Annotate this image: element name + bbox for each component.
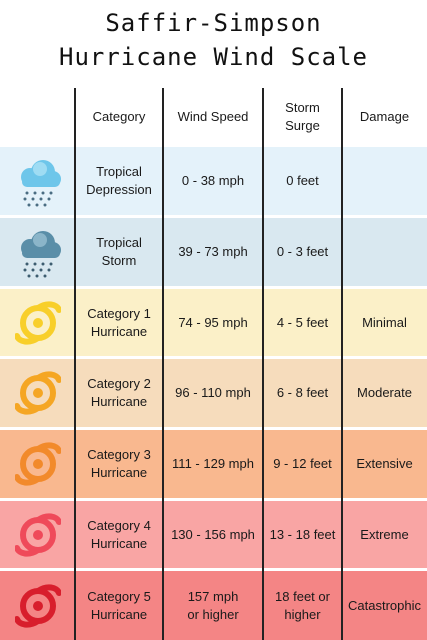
hurricane-orange-icon (0, 430, 75, 498)
storm-surge-cell: 0 - 3 feet (276, 244, 329, 259)
hurricane-yellow-icon (0, 289, 75, 356)
category-cell: Category 1 Hurricane (87, 305, 151, 339)
damage-cell: Minimal (362, 314, 407, 330)
category-cell: Category 3 Hurricane (87, 447, 151, 480)
header-wind-speed: Wind Speed (177, 108, 249, 124)
column-divider (341, 88, 343, 640)
rain-cloud-light-icon (0, 147, 75, 215)
wind-speed-cell: 74 - 95 mph (178, 314, 248, 330)
damage-cell: Moderate (357, 385, 412, 400)
title-line-1: Saffir-Simpson (105, 9, 322, 37)
wind-speed-cell: 0 - 38 mph (181, 173, 245, 188)
category-cell: Tropical Depression (86, 164, 152, 197)
damage-cell (342, 147, 427, 215)
wind-speed-cell: 130 - 156 mph (171, 526, 255, 542)
column-divider (74, 88, 76, 640)
storm-surge-cell: 18 feet or higher (275, 588, 330, 622)
wind-speed-cell: 96 - 110 mph (175, 385, 251, 400)
column-divider (162, 88, 164, 640)
damage-cell: Catastrophic (348, 597, 421, 613)
title-line-2: Hurricane Wind Scale (59, 43, 368, 71)
storm-surge-cell: 13 - 18 feet (269, 526, 336, 542)
table-row: Category 5 Hurricane 157 mph or higher 1… (0, 571, 427, 640)
table-row: Tropical Storm 39 - 73 mph 0 - 3 feet (0, 218, 427, 286)
hurricane-pink-icon (0, 501, 75, 568)
hurricane-light-orange-icon (0, 359, 75, 427)
wind-speed-cell: 111 - 129 mph (172, 456, 254, 471)
wind-speed-cell: 39 - 73 mph (178, 244, 248, 259)
header-storm-surge: Storm Surge (285, 99, 320, 133)
damage-cell: Extreme (360, 526, 409, 542)
column-divider (262, 88, 264, 640)
table-row: Category 1 Hurricane 74 - 95 mph 4 - 5 f… (0, 289, 427, 356)
storm-surge-cell: 6 - 8 feet (276, 385, 329, 400)
category-cell: Category 5 Hurricane (87, 588, 151, 622)
header-icon-column (0, 88, 75, 145)
damage-cell: Extensive (356, 456, 413, 471)
page-title: Saffir-Simpson Hurricane Wind Scale (0, 6, 427, 74)
storm-surge-cell: 4 - 5 feet (276, 314, 329, 330)
damage-cell (342, 218, 427, 286)
table-row: Tropical Depression 0 - 38 mph 0 feet (0, 147, 427, 215)
hurricane-scale-table: Category Wind Speed Storm Surge Damage T… (0, 88, 427, 640)
header-damage: Damage (359, 108, 410, 124)
storm-surge-cell: 0 feet (286, 173, 319, 188)
hurricane-red-icon (0, 571, 75, 640)
table-header-row: Category Wind Speed Storm Surge Damage (0, 88, 427, 145)
storm-surge-cell: 9 - 12 feet (273, 456, 332, 471)
table-row: Category 2 Hurricane 96 - 110 mph 6 - 8 … (0, 359, 427, 427)
table-row: Category 3 Hurricane 111 - 129 mph 9 - 1… (0, 430, 427, 498)
table-row: Category 4 Hurricane 130 - 156 mph 13 - … (0, 501, 427, 568)
category-cell: Category 2 Hurricane (87, 376, 151, 409)
category-cell: Tropical Storm (96, 235, 142, 268)
category-cell: Category 4 Hurricane (87, 517, 151, 551)
rain-cloud-dark-icon (0, 218, 75, 286)
header-category: Category (92, 108, 146, 124)
wind-speed-cell: 157 mph or higher (187, 588, 239, 622)
